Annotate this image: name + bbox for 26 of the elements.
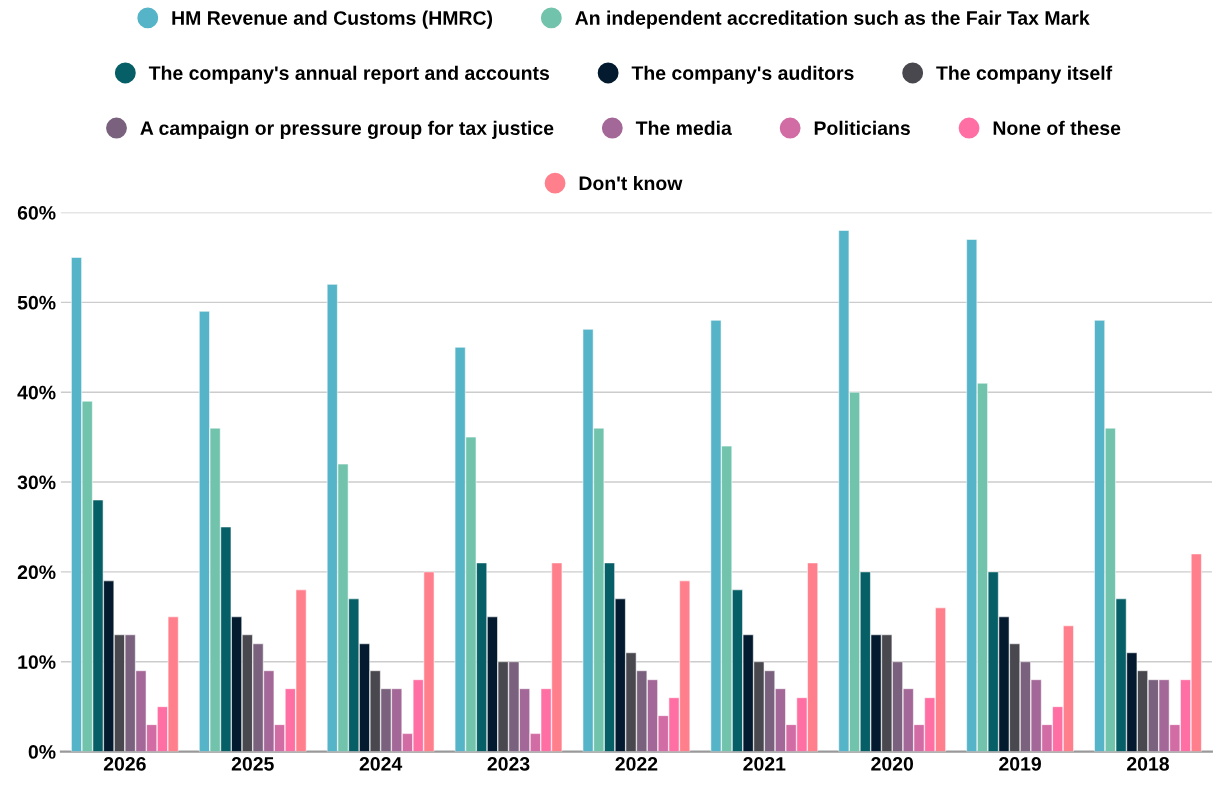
- y-tick-label: 50%: [17, 295, 56, 310]
- x-tick-label: 2025: [231, 756, 274, 771]
- x-tick-label: 2026: [103, 756, 146, 771]
- legend-label: HM Revenue and Customs (HMRC): [172, 10, 493, 29]
- x-tick-label: 2024: [359, 756, 403, 771]
- legend-label: Politicians: [814, 120, 910, 136]
- y-tick-label: 30%: [17, 475, 56, 490]
- y-tick-label: 40%: [17, 385, 56, 400]
- legend-label: The company's annual report and accounts: [148, 65, 550, 84]
- y-tick-label: 0%: [28, 745, 56, 759]
- legend-label: A campaign or pressure group for tax justice: [140, 120, 554, 139]
- y-tick-label: 20%: [17, 565, 56, 580]
- legend-label: The company itself: [936, 65, 1113, 84]
- x-tick-label: 2021: [743, 756, 786, 771]
- x-tick-label: 2023: [487, 756, 530, 771]
- x-tick-label: 2020: [871, 756, 914, 771]
- legend-label: Don't know: [579, 175, 683, 191]
- legend-label: The company's auditors: [631, 65, 854, 84]
- legend-label: An independent accreditation such as the Fair Tax Mark: [575, 10, 1090, 29]
- x-tick-label: 2022: [615, 756, 658, 771]
- legend-label: The media: [635, 120, 732, 136]
- legend-label: None of these: [993, 120, 1121, 136]
- y-tick-label: 60%: [17, 205, 56, 220]
- x-tick-label: 2019: [999, 756, 1041, 771]
- x-tick-label: 2018: [1127, 756, 1169, 771]
- y-tick-label: 10%: [18, 655, 56, 669]
